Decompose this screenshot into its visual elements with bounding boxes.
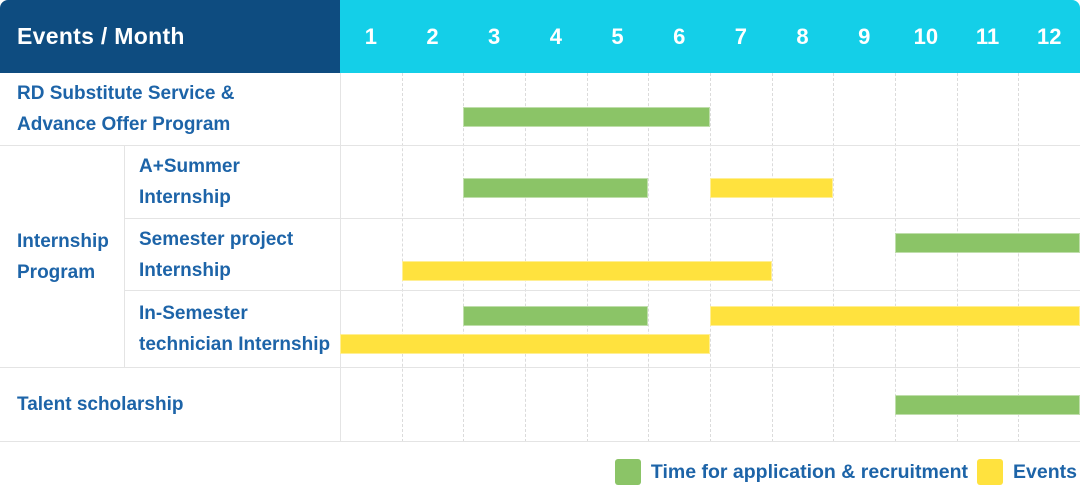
table-body: RD Substitute Service & Advance Offer Pr…	[0, 73, 1080, 442]
legend-application-label: Time for application & recruitment	[650, 460, 969, 483]
month-column-12	[1018, 73, 1080, 442]
header-events-month-cell: Events / Month	[0, 0, 340, 73]
bar-events	[340, 334, 710, 355]
table-row: In-Semester technician Internship	[125, 291, 1080, 367]
gantt-grid-cell	[340, 73, 1080, 145]
grid-overlay	[340, 73, 1080, 442]
bar-application	[895, 395, 1080, 415]
month-header-1: 1	[364, 23, 377, 49]
month-header-7: 7	[734, 23, 747, 49]
legend-item-application: Time for application & recruitment	[614, 459, 969, 485]
legend: Time for application & recruitment Event…	[614, 459, 1077, 485]
month-column-8	[771, 73, 834, 442]
legend-events-label: Events	[1013, 460, 1077, 483]
bar-events	[710, 178, 834, 198]
month-column-3	[463, 73, 525, 442]
month-column-9	[833, 73, 895, 442]
month-column-4	[525, 73, 587, 442]
month-header-9: 9	[858, 23, 871, 49]
sub-label-cell: A+Summer Internship	[125, 146, 340, 218]
month-column-6	[648, 73, 710, 442]
sub-label-cell: In-Semester technician Internship	[125, 291, 340, 367]
month-column-1	[340, 73, 402, 442]
month-column-10	[895, 73, 957, 442]
group-sub-rows: A+Summer Internship Semester project Inte…	[125, 146, 1080, 367]
month-header-10: 10	[913, 23, 939, 49]
gantt-grid-cell	[340, 368, 1080, 441]
sub-label-cell: Semester project Internship	[125, 219, 340, 291]
row-label: In-Semester technician Internship	[139, 303, 331, 356]
month-header-11: 11	[975, 23, 1000, 49]
events-swatch-icon	[977, 459, 1004, 485]
month-header-8: 8	[796, 23, 809, 49]
group-label-cell: Internship Program	[0, 146, 125, 367]
legend-item-events: Events	[977, 459, 1077, 485]
row-label: Semester project Internship	[139, 228, 294, 281]
month-header-5: 5	[611, 23, 624, 49]
month-column-2	[401, 73, 464, 442]
month-header-row: 1 2 3 4 5 6 7 8 9 10 11 12	[340, 0, 1080, 73]
row-label: Talent scholarship	[17, 394, 184, 415]
row-label-cell: Talent scholarship	[0, 368, 340, 441]
table-row: A+Summer Internship	[125, 146, 1080, 219]
table-row: Semester project Internship	[125, 219, 1080, 292]
month-header-12: 12	[1036, 23, 1062, 49]
month-header-4: 4	[549, 23, 562, 49]
table-row: RD Substitute Service & Advance Offer Pr…	[0, 73, 1080, 146]
month-header-2: 2	[426, 23, 439, 49]
month-column-5	[586, 73, 649, 442]
row-label: A+Summer Internship	[139, 155, 240, 208]
gantt-grid-cell	[340, 219, 1080, 291]
application-swatch-icon	[614, 459, 641, 485]
table-header: Events / Month 1 2 3 4 5 6 7 8 9 10 11 12	[0, 0, 1080, 73]
month-header-3: 3	[488, 23, 501, 49]
month-column-7	[710, 73, 772, 442]
table-row: Talent scholarship	[0, 368, 1080, 442]
gantt-grid-cell	[340, 146, 1080, 218]
bar-events	[401, 260, 772, 281]
month-header-6: 6	[673, 23, 686, 49]
group-label: Internship Program	[17, 230, 109, 283]
bar-application	[463, 107, 710, 127]
row-label-cell: RD Substitute Service & Advance Offer Pr…	[0, 73, 340, 145]
header-events-month-label: Events / Month	[17, 23, 185, 49]
bar-application	[895, 232, 1080, 253]
bar-application	[463, 306, 649, 327]
gantt-table: Events / Month 1 2 3 4 5 6 7 8 9 10 11 12 RD Substi…	[0, 0, 1080, 442]
bar-application	[463, 178, 649, 198]
group-row-internship-program: Internship Program A+Summer Internship Sem…	[0, 146, 1080, 368]
bar-events	[710, 306, 1080, 327]
row-label: RD Substitute Service & Advance Offer Pr…	[17, 83, 235, 135]
month-column-11	[956, 73, 1019, 442]
gantt-grid-cell	[340, 291, 1080, 367]
